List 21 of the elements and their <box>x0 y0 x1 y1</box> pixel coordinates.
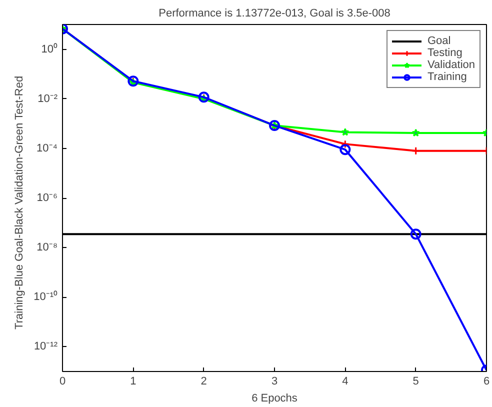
x-tick-label: 4 <box>342 376 348 388</box>
x-tick-label: 0 <box>59 376 66 388</box>
x-tick-label: 6 <box>483 376 490 388</box>
x-tick-label: 2 <box>200 376 207 388</box>
legend-label: Validation <box>428 59 475 71</box>
y-tick-label: 10⁻¹⁰ <box>34 290 58 304</box>
y-tick-label: 10⁻⁴ <box>36 142 58 154</box>
y-tick-label: 10⁻¹² <box>34 340 58 353</box>
x-tick-label: 3 <box>271 376 278 388</box>
y-tick-label: 10⁻² <box>38 92 58 105</box>
y-tick-label: 10⁰ <box>41 42 58 56</box>
legend-label: Training <box>428 71 467 83</box>
x-axis-title: 6 Epochs <box>252 392 298 404</box>
y-axis-title: Training-Blue Goal-Black Validation-Green Test-Red <box>14 76 26 330</box>
x-tick-label: 1 <box>130 376 136 388</box>
y-tick-label: 10⁻⁶ <box>36 192 58 204</box>
chart-title: Performance is 1.13772e-013, Goal is 3.5e-008 <box>158 8 390 20</box>
y-tick-label: 10⁻⁸ <box>36 242 58 254</box>
x-tick-label: 5 <box>412 376 419 388</box>
legend-label: Testing <box>428 47 462 59</box>
legend-label: Goal <box>428 35 451 47</box>
